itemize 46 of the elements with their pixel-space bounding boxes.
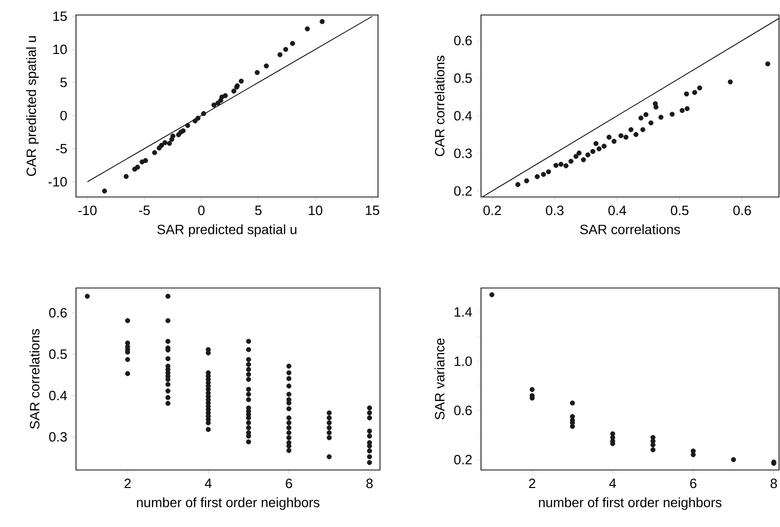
x-tick-label: 0.4 xyxy=(608,206,626,216)
x-tick-label: 0 xyxy=(198,206,205,216)
x-tick-label: 6 xyxy=(690,478,696,488)
x-tick-label: -10 xyxy=(78,206,97,216)
x-tick-label: 0.5 xyxy=(670,206,688,216)
x-tick-label: 0.2 xyxy=(483,206,501,216)
y-tick-label: 0.6 xyxy=(454,36,472,46)
y-tick-label: 1.4 xyxy=(454,307,472,317)
y-axis-title: CAR predicted spatial u xyxy=(26,36,39,176)
x-tick-label: 2 xyxy=(124,478,131,488)
x-tick-label: 0.6 xyxy=(733,206,751,216)
x-tick-label: 0.3 xyxy=(546,206,564,216)
x-tick-label: 6 xyxy=(286,478,292,488)
x-tick-label: 4 xyxy=(204,478,212,488)
y-tick-label: 0.3 xyxy=(454,148,472,158)
y-tick-label: 0 xyxy=(60,110,67,120)
x-axis-title: number of first order neighbors xyxy=(538,497,722,510)
y-tick-label: 15 xyxy=(53,12,67,21)
y-tick-label: 0.2 xyxy=(454,454,472,464)
y-tick-label: 10 xyxy=(53,44,67,54)
x-tick-label: 8 xyxy=(770,478,777,488)
x-tick-label: 10 xyxy=(308,206,322,216)
y-tick-label: -5 xyxy=(56,144,67,154)
y-tick-label: 0.3 xyxy=(49,432,67,442)
y-tick-label: 5 xyxy=(60,78,67,88)
y-tick-label: 0.4 xyxy=(454,111,472,121)
y-axis-title: SAR correlations xyxy=(30,329,40,429)
y-tick-label: -10 xyxy=(48,177,67,187)
x-axis-title: SAR correlations xyxy=(580,224,680,234)
x-axis-title: number of first order neighbors xyxy=(136,497,320,510)
y-axis-title: CAR correlations xyxy=(434,56,444,156)
y-axis-title: SAR variance xyxy=(434,338,444,420)
y-tick-label: 0.4 xyxy=(49,390,67,400)
x-tick-label: 2 xyxy=(529,478,536,488)
y-tick-label: 1.0 xyxy=(454,356,472,366)
x-tick-label: 15 xyxy=(366,206,380,216)
y-tick-label: 0.2 xyxy=(454,186,472,196)
y-tick-label: 0.5 xyxy=(49,349,67,359)
x-tick-label: -5 xyxy=(139,206,150,216)
y-tick-label: 0.6 xyxy=(454,406,472,416)
x-tick-label: 4 xyxy=(609,478,616,488)
x-tick-label: 5 xyxy=(255,206,262,216)
x-tick-label: 8 xyxy=(366,478,373,488)
y-tick-label: 0.5 xyxy=(454,73,472,83)
x-axis-title: SAR predicted spatial u xyxy=(157,224,296,237)
y-tick-label: 0.6 xyxy=(49,308,67,318)
